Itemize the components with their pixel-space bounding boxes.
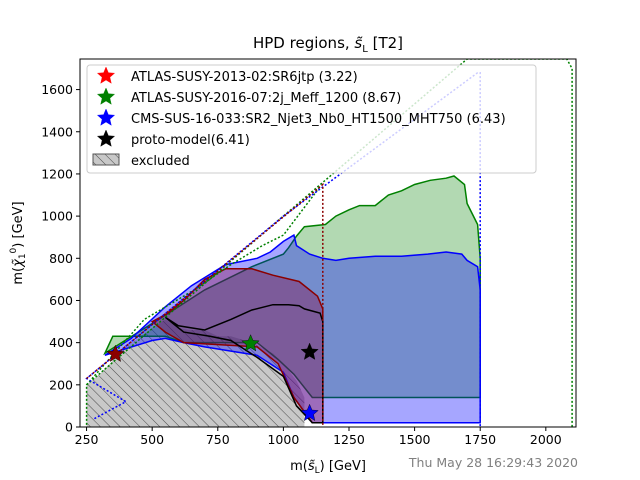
y-axis-label: m(χ̃10) [GeV] (9, 201, 28, 284)
y-tick-label: 600 (49, 293, 73, 308)
exclusion-contour-atlas-susy-2016-07-2j-meff-1200 (86, 186, 321, 386)
legend-label: CMS-SUS-16-033:SR2_Njet3_Nb0_HT1500_MHT7… (131, 112, 506, 127)
title-tag: [T2] (368, 34, 403, 52)
best-point-proto-model-6-41 (300, 342, 319, 360)
x-tick-label: 1750 (464, 432, 496, 447)
best-point-atlas-susy-2013-02-sr6jtp (106, 344, 125, 362)
region-layer (86, 175, 481, 427)
x-tick-label: 250 (75, 432, 99, 447)
hpd-region-cms-sus-16-033-sr2-njet3-nb0-ht1500-mht750 (104, 233, 481, 424)
plot-area: 250 500 750 1000 1250 1500 1750 2000 0 200 400 600… (41, 58, 577, 447)
x-tick-label: 1000 (267, 432, 299, 447)
x-label-unit: ) [GeV] (320, 459, 366, 474)
legend-label: proto-model(6.41) (131, 133, 250, 148)
x-tick-label: 1500 (399, 432, 431, 447)
y-label-symbol: χ̃ (11, 258, 26, 268)
best-point-atlas-susy-2016-07-2j-meff-1200 (241, 334, 260, 352)
y-label-superscript: 0 (9, 247, 19, 253)
point-layer (106, 334, 319, 422)
axes-frame (79, 58, 577, 428)
legend-label: ATLAS-SUSY-2016-07:2j_Meff_1200 (8.67) (131, 91, 401, 106)
x-label-symbol: s̃ (308, 459, 315, 474)
legend-marker-atlas-susy-2016-07-2j-meff-1200-8-67 (96, 87, 116, 105)
x-tick-label: 2000 (530, 432, 562, 447)
legend-marker-cms-sus-16-033-sr2-njet3-nb0-ht1500-mht750-6-43 (96, 108, 116, 126)
y-tick-label: 1600 (41, 82, 73, 97)
x-tick-label: 500 (140, 432, 164, 447)
x-axis-label: m(s̃L) [GeV] (290, 459, 366, 476)
y-tick-label: 1400 (41, 124, 73, 139)
x-tick-label: 1250 (333, 432, 365, 447)
hpd-region-atlas-susy-2016-07-2j-meff-1200 (103, 175, 481, 399)
y-tick-label: 1200 (41, 166, 73, 181)
y-tick-label: 400 (49, 335, 73, 350)
legend-marker-atlas-susy-2013-02-sr6jtp-3-22 (96, 66, 116, 84)
y-tick-label: 200 (49, 377, 73, 392)
y-tick-label: 1000 (41, 209, 73, 224)
y-label-unit: ) [GeV] (11, 201, 26, 247)
hpd-region-atlas-susy-2013-02-sr6jtp (150, 268, 324, 424)
title-symbol: s̃ (354, 34, 362, 52)
legend: ATLAS-SUSY-2013-02:SR6jtp (3.22) ATLAS-SU… (86, 64, 537, 174)
best-point-cms-sus-16-033-sr2-njet3-nb0-ht1500-mht750 (300, 403, 319, 422)
chart-title: HPD regions, s̃L [T2] (253, 34, 403, 55)
title-subscript: L (362, 44, 368, 55)
y-tick-label: 0 (65, 420, 73, 435)
outer-contour-atlas-susy-2016-07-2j-meff-1200 (85, 59, 573, 427)
y-label-subscript: 1 (18, 253, 28, 259)
timestamp: Thu May 28 16:29:43 2020 (408, 455, 578, 470)
legend-box (86, 64, 537, 174)
x-tick-label: 750 (206, 432, 230, 447)
legend-marker-proto-model-6-41 (96, 129, 116, 147)
y-tick-label: 800 (49, 251, 73, 266)
legend-label: excluded (131, 154, 190, 169)
y-axis-ticks: 0 200 400 600 800 1000 1200 1400 1600 (41, 82, 80, 435)
legend-marker-excluded (92, 153, 120, 166)
exclusion-contour-atlas-susy-2013-02-sr6jtp (86, 182, 324, 427)
legend-label: ATLAS-SUSY-2013-02:SR6jtp (3.22) (131, 70, 358, 85)
x-axis-ticks: 250 500 750 1000 1250 1500 1750 2000 (75, 427, 562, 447)
x-label-subscript: L (315, 466, 320, 476)
legend-entries: ATLAS-SUSY-2013-02:SR6jtp (3.22) ATLAS-SU… (92, 66, 506, 169)
